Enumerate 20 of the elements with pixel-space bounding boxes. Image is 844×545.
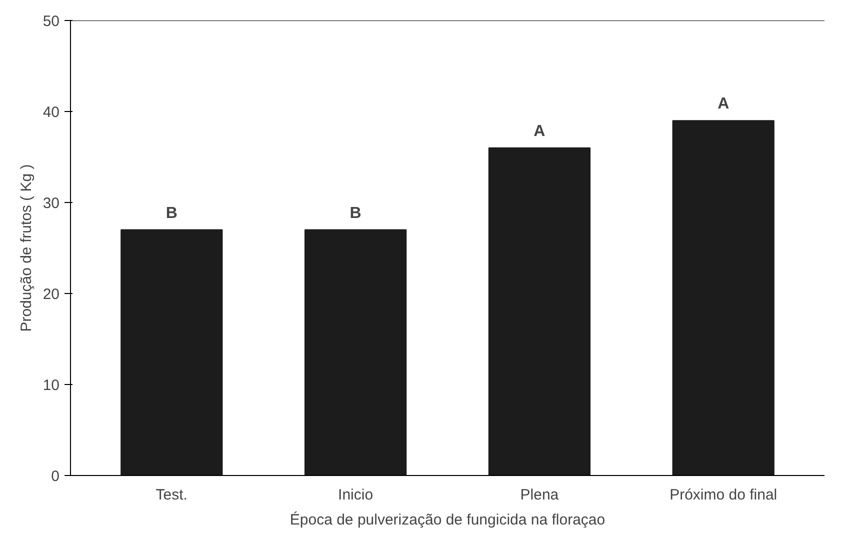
annotation: B — [166, 204, 178, 222]
x-tick-label: Test. — [156, 486, 188, 504]
x-tick-label: Inicio — [338, 486, 374, 504]
y-tick-label: 0 — [51, 468, 60, 485]
annotation: B — [350, 204, 362, 222]
bar — [304, 229, 407, 476]
y-tick-label: 50 — [42, 13, 60, 30]
bar — [120, 229, 223, 476]
y-tick-label: 10 — [42, 377, 60, 394]
y-tick-label: 40 — [42, 104, 60, 121]
annotation: A — [534, 122, 546, 140]
y-tick-label: 30 — [42, 195, 60, 212]
bar — [672, 120, 774, 476]
x-axis-title: Época de pulverização de fungicida na floraçao — [290, 510, 606, 528]
annotation: A — [718, 96, 730, 113]
y-axis-title: Produção de frutos ( Kg ) — [18, 164, 35, 332]
y-tick-label: 20 — [42, 286, 60, 303]
x-tick-label: Plena — [520, 486, 560, 504]
bar — [488, 147, 591, 476]
x-tick-label: Próximo do final — [670, 486, 778, 504]
